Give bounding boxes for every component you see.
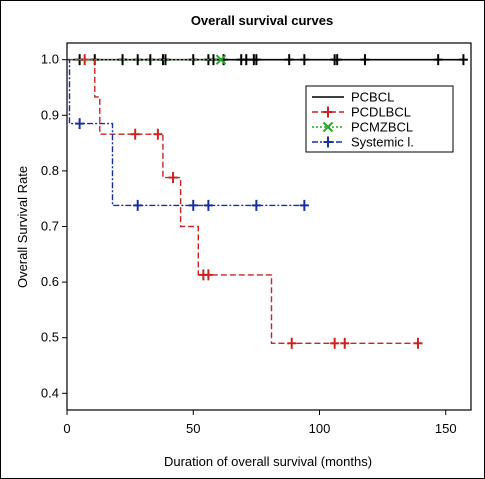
censor-mark <box>203 269 213 281</box>
censor-mark <box>251 199 261 211</box>
y-tick-label: 0.7 <box>41 219 59 234</box>
censor-mark <box>75 118 85 130</box>
x-tick-label: 150 <box>435 421 457 436</box>
x-tick-label: 50 <box>186 421 200 436</box>
x-axis: 0 50 100 150 <box>63 410 457 436</box>
x-axis-title: Duration of overall survival (months) <box>164 454 372 469</box>
censor-mark <box>299 199 309 211</box>
censor-mark <box>330 337 340 349</box>
y-axis-title: Overall Survival Rate <box>15 166 30 288</box>
series-pcmzbcl <box>67 54 227 65</box>
legend-label: Systemic l. <box>351 135 414 150</box>
legend-item: PCBCL <box>312 90 394 105</box>
y-tick-label: 0.6 <box>41 274 59 289</box>
censor-mark <box>203 199 213 211</box>
series-layer <box>67 54 468 349</box>
censor-mark <box>251 54 261 66</box>
series-systemic-l <box>67 59 309 211</box>
x-tick-label: 100 <box>309 421 331 436</box>
legend-label: PCBCL <box>351 90 394 105</box>
censor-mark <box>340 337 350 349</box>
legend-item: Systemic l. <box>312 135 414 150</box>
y-tick-label: 0.4 <box>41 385 59 400</box>
censor-mark <box>153 128 163 140</box>
censor-mark <box>130 128 140 140</box>
censor-mark <box>284 54 294 66</box>
survival-line <box>67 59 418 344</box>
legend-marker <box>323 136 333 148</box>
censor-mark <box>299 54 309 66</box>
legend-marker <box>323 106 333 118</box>
chart-title: Overall survival curves <box>191 13 333 28</box>
y-tick-label: 0.8 <box>41 163 59 178</box>
x-tick-label: 0 <box>63 421 70 436</box>
legend-marker <box>322 121 334 133</box>
censor-mark <box>360 54 370 66</box>
censor-mark <box>413 337 423 349</box>
y-tick-label: 1.0 <box>41 52 59 67</box>
legend-label: PCDLBCL <box>351 105 411 120</box>
y-axis: 0.4 0.5 0.6 0.7 0.8 0.9 1.0 <box>41 52 67 400</box>
legend-item: PCDLBCL <box>312 105 411 120</box>
censor-mark <box>332 54 342 66</box>
survival-line <box>67 59 305 207</box>
censor-mark <box>241 54 251 66</box>
censor-mark <box>215 54 227 65</box>
censor-mark <box>433 54 443 66</box>
legend-item: PCMZBCL <box>312 120 413 135</box>
y-tick-label: 0.5 <box>41 330 59 345</box>
censor-mark <box>458 54 468 66</box>
censor-mark <box>168 172 178 184</box>
censor-mark <box>133 199 143 211</box>
censor-mark <box>188 199 198 211</box>
legend-label: PCMZBCL <box>351 120 413 135</box>
censor-mark <box>287 337 297 349</box>
y-tick-label: 0.9 <box>41 107 59 122</box>
